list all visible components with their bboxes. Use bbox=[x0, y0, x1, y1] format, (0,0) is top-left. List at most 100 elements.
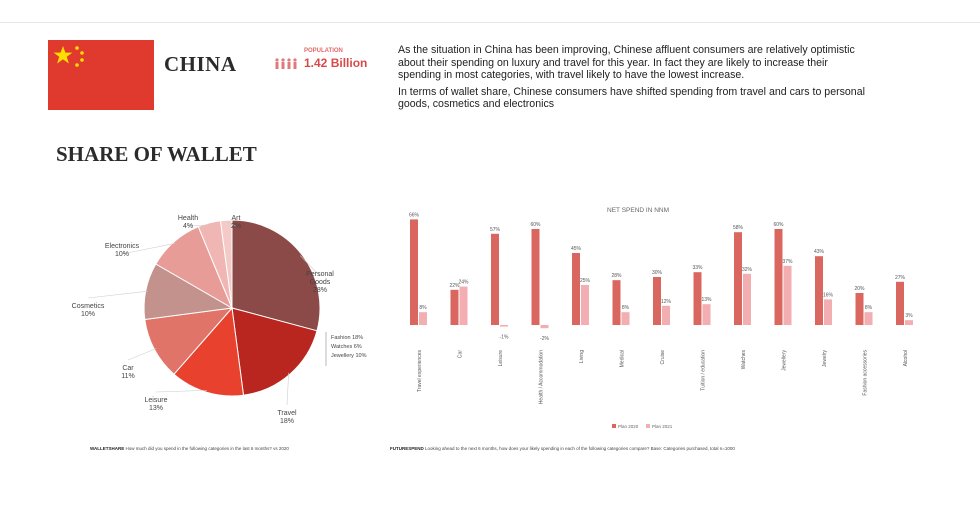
bar-plan-2021 bbox=[621, 312, 630, 325]
bar-plan-2020 bbox=[572, 253, 580, 325]
bar-value-label: 30% bbox=[652, 270, 663, 276]
bar-value-label: 32% bbox=[742, 267, 753, 273]
bar-category-label: Medical bbox=[620, 350, 626, 367]
pie-slice-label: Cosmetics bbox=[72, 303, 105, 310]
bar-value-label: 45% bbox=[571, 246, 582, 252]
pie-leader-line bbox=[299, 255, 321, 277]
legend-swatch-plan-2021 bbox=[646, 424, 650, 428]
bar-plan-2020 bbox=[693, 272, 702, 325]
pie-slice-value: 10% bbox=[81, 311, 95, 318]
pie-slice bbox=[173, 306, 245, 397]
bar-value-label: 28% bbox=[611, 273, 622, 279]
footer-futurespend-label: FUTURESPEND bbox=[390, 446, 424, 451]
bar-plan-2021 bbox=[824, 299, 832, 325]
bar-value-label: 8% bbox=[865, 305, 873, 311]
bar-value-label: 37% bbox=[782, 259, 793, 265]
pie-slice-label: Health bbox=[178, 215, 198, 222]
breakdown-item: Jewellery 10% bbox=[331, 353, 367, 359]
share-of-wallet-title: SHARE OF WALLET bbox=[56, 142, 257, 166]
bar-value-label: 58% bbox=[733, 225, 744, 231]
country-name: CHINA bbox=[164, 52, 237, 76]
bar-category-label: Fashion accessories bbox=[863, 350, 869, 396]
pie-slice-value: 13% bbox=[149, 405, 163, 412]
footer-walletshare-label: WALLETSHARE bbox=[90, 446, 125, 451]
bar-value-label: 16% bbox=[823, 292, 834, 298]
bar-plan-2020 bbox=[774, 229, 783, 325]
bar-plan-2020 bbox=[491, 233, 499, 325]
pie-slice bbox=[231, 219, 321, 332]
bar-plan-2021 bbox=[500, 325, 508, 327]
legend-label: Plan 2021 bbox=[652, 424, 673, 429]
pie-slice-label: Art bbox=[232, 215, 241, 222]
description-paragraph-2: In terms of wallet share, Chinese consum… bbox=[398, 85, 865, 111]
flag-small-star-icon bbox=[80, 51, 84, 55]
breakdown-item: Watches 6% bbox=[331, 344, 362, 350]
pie-leader-line bbox=[87, 290, 148, 299]
bar-value-label: 3% bbox=[905, 313, 913, 319]
pie-slice-label: Travel bbox=[277, 410, 297, 417]
net-spend-bar-chart: NET SPEND IN NNM 66% 8% Travel experiences 2… bbox=[409, 207, 913, 429]
footer-walletshare: WALLETSHARE How much did you spend in th… bbox=[90, 446, 380, 452]
footer-walletshare-text: How much did you spend in the following … bbox=[125, 446, 289, 451]
bar-plan-2020 bbox=[612, 280, 621, 325]
bar-category-label: Tuition / education bbox=[701, 350, 707, 391]
bar-value-label: 57% bbox=[490, 227, 501, 233]
bar-value-label: 43% bbox=[814, 249, 825, 255]
pie-slice-value: 11% bbox=[121, 373, 135, 380]
people-icon bbox=[275, 58, 297, 69]
bar-plan-2021 bbox=[581, 285, 589, 325]
bar-value-label: 25% bbox=[580, 278, 591, 284]
pie-leader-line bbox=[226, 221, 237, 227]
pie-leader-line bbox=[127, 348, 157, 361]
bar-category-label: Cruise bbox=[660, 350, 666, 365]
bar-value-label: -2% bbox=[540, 336, 549, 342]
bar-value-label: 20% bbox=[854, 286, 865, 292]
flag-small-star-icon bbox=[75, 63, 79, 67]
flag-small-star-icon bbox=[80, 58, 84, 62]
bar-plan-2020 bbox=[531, 229, 540, 325]
bar-plan-2021 bbox=[662, 305, 670, 325]
china-flag-icon bbox=[48, 40, 154, 110]
bar-value-label: 22% bbox=[449, 283, 460, 289]
bar-category-label: Jewelry bbox=[822, 350, 828, 367]
pie-leader-line bbox=[121, 243, 176, 255]
pie-slice-label: Car bbox=[122, 365, 134, 372]
bar-plan-2021 bbox=[743, 273, 751, 325]
population-label: POPULATION bbox=[304, 48, 343, 54]
bar-category-label: Travel experiences bbox=[417, 350, 423, 393]
bar-plan-2021 bbox=[419, 312, 427, 325]
bar-value-label: 66% bbox=[409, 212, 420, 218]
flag-small-star-icon bbox=[75, 46, 79, 50]
bar-value-label: 33% bbox=[692, 265, 703, 271]
pie-slice-value: 4% bbox=[183, 223, 193, 230]
bar-plan-2020 bbox=[896, 281, 904, 325]
bar-category-label: Living bbox=[579, 350, 585, 363]
pie-slice-label: Electronics bbox=[105, 243, 140, 250]
legend-swatch-plan-2020 bbox=[612, 424, 616, 428]
bar-plan-2021 bbox=[905, 320, 913, 325]
bar-plan-2021 bbox=[783, 265, 792, 325]
pie-slice-label: Goods bbox=[310, 279, 331, 286]
bar-category-label: Health / Accommodation bbox=[539, 350, 545, 404]
bar-value-label: -1% bbox=[500, 335, 509, 341]
footer-futurespend-text: Looking ahead to the next 6 months, how … bbox=[425, 446, 735, 451]
browser-top-bar bbox=[0, 0, 980, 23]
bar-value-label: 13% bbox=[701, 297, 712, 303]
pie-slice-label: Leisure bbox=[145, 397, 168, 404]
pie-leader-line bbox=[286, 372, 289, 406]
bar-category-label: Jewellery bbox=[782, 350, 788, 371]
bar-category-label: Watches bbox=[741, 350, 747, 370]
bar-plan-2020 bbox=[734, 232, 742, 325]
legend-label: Plan 2020 bbox=[618, 424, 639, 429]
description: As the situation in China has been impro… bbox=[398, 44, 868, 115]
pie-slice-value: 10% bbox=[115, 251, 129, 258]
bar-value-label: 24% bbox=[458, 280, 469, 286]
bar-category-label: Alcohol bbox=[903, 350, 909, 366]
bar-value-label: 8% bbox=[622, 305, 630, 311]
bar-chart-title: NET SPEND IN NNM bbox=[607, 207, 669, 214]
bar-plan-2021 bbox=[864, 312, 873, 325]
bar-plan-2020 bbox=[653, 277, 661, 325]
footer-futurespend: FUTURESPEND Looking ahead to the next 6 … bbox=[390, 446, 870, 452]
population-value: 1.42 Billion bbox=[304, 56, 368, 70]
